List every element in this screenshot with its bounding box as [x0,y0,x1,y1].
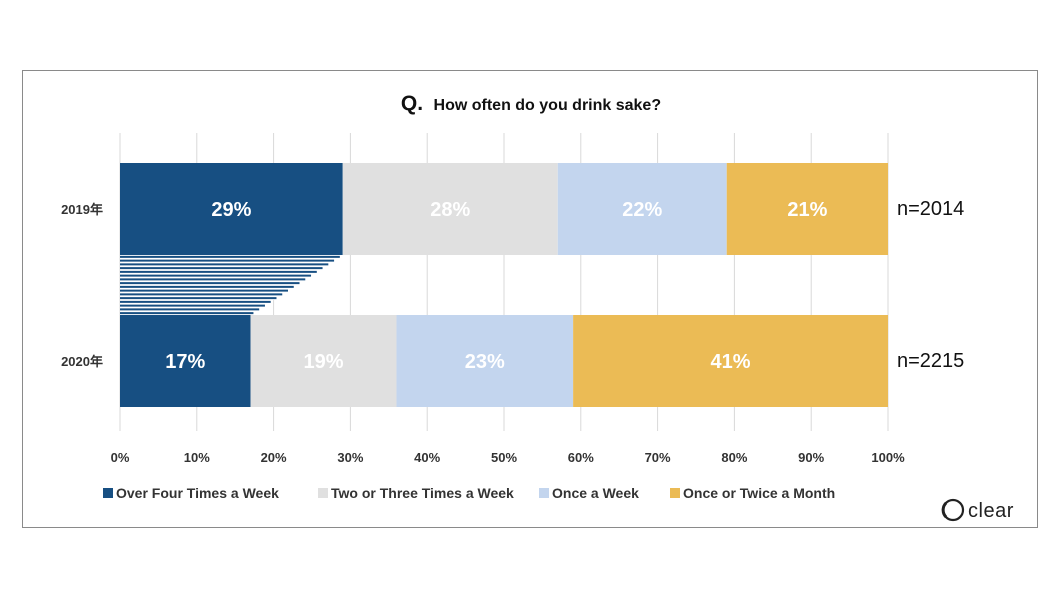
legend-label: Two or Three Times a Week [331,485,514,501]
x-tick-label: 80% [721,450,747,465]
legend-swatch [670,488,680,498]
category-label: 2019年 [61,202,103,217]
x-tick-label: 50% [491,450,517,465]
x-tick-label: 20% [261,450,287,465]
bar-value-label: 17% [165,351,205,373]
sample-size-label: n=2215 [897,350,964,372]
legend-swatch [539,488,549,498]
bar-value-label: 29% [211,199,251,221]
bar-segment [557,163,727,255]
bar-segment [573,315,888,407]
x-tick-label: 70% [645,450,671,465]
x-tick-label: 60% [568,450,594,465]
legend-label: Once or Twice a Month [683,485,835,501]
chart: 0% 10% 20% 30% 40% 50% 60% 70% 80% 90% 100% 29% 28% 2… [61,92,1014,522]
category-label: 2020年 [61,354,103,369]
bar-segment [120,315,251,407]
bar-segment [726,163,888,255]
sample-size-label: n=2014 [897,198,964,220]
chart-title-prefix: Q. [401,92,423,115]
bar-segment [250,315,397,407]
legend-label: Once a Week [552,485,639,501]
x-tick-label: 100% [871,450,905,465]
x-tick-label: 0% [111,450,130,465]
bar-value-label: 28% [430,199,470,221]
bar-value-label: 23% [465,351,505,373]
x-tick-label: 10% [184,450,210,465]
bar-segment [120,163,343,255]
x-tick-label: 90% [798,450,824,465]
logo-arc-icon [941,501,948,519]
bar-value-label: 41% [711,351,751,373]
bar-value-label: 21% [787,199,827,221]
bar-value-label: 22% [622,199,662,221]
bar-segment [396,315,574,407]
chart-frame: 0% 10% 20% 30% 40% 50% 60% 70% 80% 90% 100% 29% 28% 2… [22,70,1038,528]
x-tick-label: 30% [337,450,363,465]
bar-value-label: 19% [304,351,344,373]
chart-title: Q. How often do you drink sake? [401,92,661,115]
legend-swatch [103,488,113,498]
bar-segment [342,163,558,255]
legend-label: Over Four Times a Week [116,485,279,501]
legend-swatch [318,488,328,498]
chart-title-text: How often do you drink sake? [434,97,662,114]
x-tick-label: 40% [414,450,440,465]
clear-logo: clear [941,498,1014,522]
logo-text: clear [968,500,1014,522]
connector-band [120,255,343,315]
